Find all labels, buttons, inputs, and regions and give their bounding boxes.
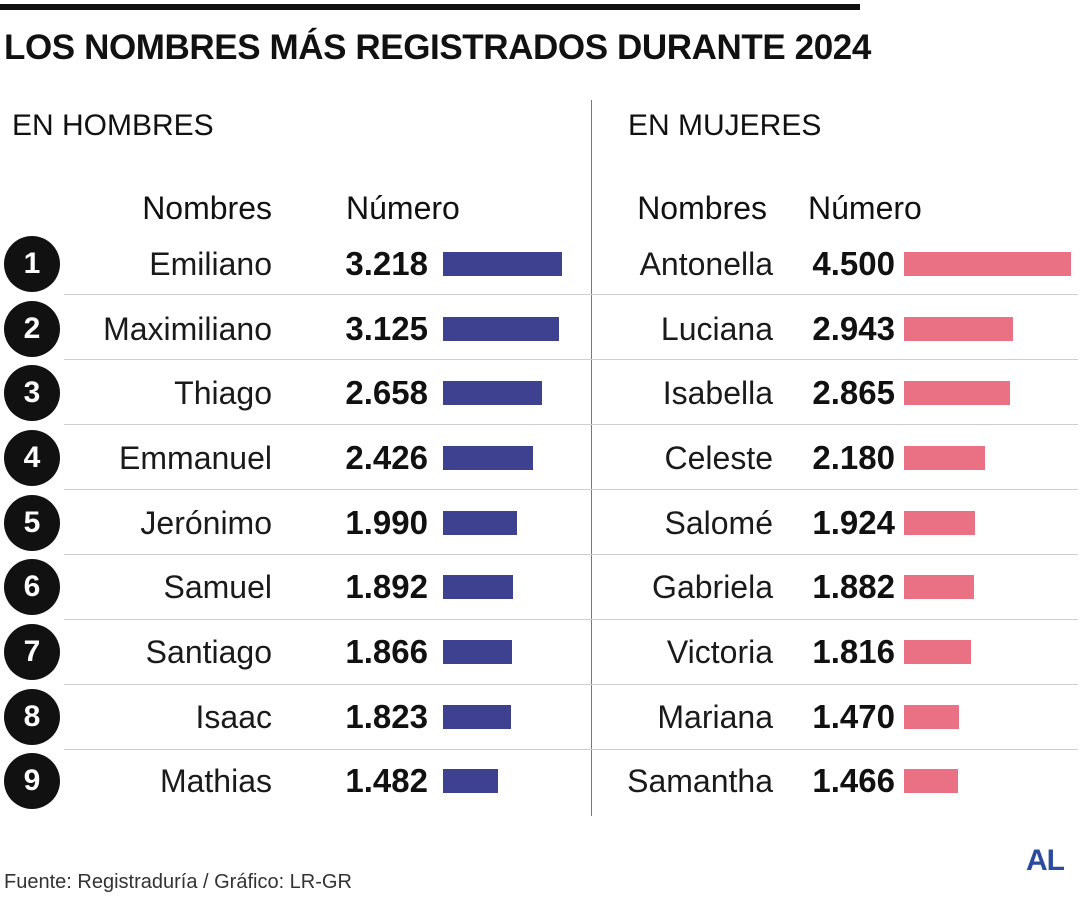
women-name-label: Mariana — [657, 698, 773, 735]
men-name-label: Emmanuel — [119, 439, 272, 476]
rank-badge: 3 — [4, 365, 60, 422]
men-bar — [443, 316, 559, 341]
men-name-label: Mathias — [159, 763, 272, 800]
row-divider — [64, 684, 1078, 685]
men-name-label: Jerónimo — [140, 504, 272, 541]
women-name-label: Victoria — [666, 633, 773, 670]
men-value-label: 2.658 — [345, 374, 428, 412]
women-name-label: Samantha — [627, 763, 773, 800]
column-divider — [591, 100, 592, 816]
row-divider — [64, 619, 1078, 620]
rank-badge: 4 — [4, 429, 60, 486]
row-divider — [64, 359, 1078, 360]
women-value-label: 2.865 — [812, 374, 895, 412]
rank-badge: 5 — [4, 494, 60, 551]
women-names-header: Nombres — [637, 190, 767, 226]
page-title: LOS NOMBRES MÁS REGISTRADOS DURANTE 2024 — [4, 28, 871, 67]
section-title-women: EN MUJERES — [628, 109, 822, 142]
women-bar — [904, 381, 1011, 406]
women-value-label: 2.943 — [812, 309, 895, 347]
women-value-label: 1.924 — [812, 503, 895, 541]
rank-badge: 6 — [4, 559, 60, 616]
women-name-label: Isabella — [662, 375, 773, 412]
men-bar — [443, 252, 563, 276]
men-bar — [443, 445, 534, 470]
men-value-label: 1.892 — [345, 568, 428, 606]
men-name-label: Santiago — [145, 633, 272, 670]
women-value-label: 1.470 — [812, 697, 895, 735]
men-value-label: 1.482 — [345, 762, 428, 800]
women-value-label: 1.816 — [812, 632, 895, 670]
women-value-label: 1.466 — [812, 762, 895, 800]
rank-badge: 9 — [4, 753, 60, 810]
row-divider — [64, 554, 1078, 555]
row-divider — [64, 424, 1078, 425]
women-bar — [904, 316, 1014, 341]
women-name-label: Salomé — [664, 504, 774, 541]
women-bar — [904, 575, 974, 600]
men-names-header: Nombres — [142, 190, 272, 226]
men-name-label: Thiago — [174, 375, 272, 412]
women-bar — [904, 252, 1071, 276]
women-bar — [904, 510, 976, 535]
women-bar — [904, 445, 985, 470]
row-divider — [64, 294, 1078, 295]
men-bar — [443, 575, 514, 600]
men-name-label: Maximiliano — [103, 310, 272, 347]
men-value-label: 2.426 — [345, 438, 428, 476]
men-name-label: Samuel — [163, 569, 273, 606]
section-title-men: EN HOMBRES — [12, 109, 214, 142]
row-divider — [64, 489, 1078, 490]
men-value-label: 1.866 — [345, 632, 428, 670]
women-name-label: Luciana — [660, 310, 773, 347]
men-value-label: 1.823 — [345, 697, 428, 735]
men-bar — [443, 639, 513, 664]
women-bar — [904, 639, 972, 664]
women-value-label: 2.180 — [812, 438, 895, 476]
women-bar — [904, 704, 959, 729]
rank-badge: 7 — [4, 623, 60, 680]
women-number-header: Número — [808, 190, 922, 226]
men-bar — [443, 769, 498, 794]
women-name-label: Antonella — [639, 246, 773, 282]
women-name-label: Gabriela — [652, 569, 773, 606]
men-value-label: 3.218 — [345, 245, 428, 282]
rank-badge: 2 — [4, 300, 60, 357]
men-value-label: 1.990 — [345, 503, 428, 541]
row-divider — [64, 749, 1078, 750]
men-value-label: 3.125 — [345, 309, 428, 347]
men-name-label: Isaac — [195, 698, 272, 735]
footer-source: Fuente: Registraduría / Gráfico: LR-GR — [4, 871, 352, 893]
rank-badge: 8 — [4, 688, 60, 745]
women-value-label: 1.882 — [812, 568, 895, 606]
men-bar — [443, 704, 511, 729]
women-value-label: 4.500 — [812, 245, 895, 282]
brand-logo: AL — [1026, 844, 1065, 877]
men-name-label: Emiliano — [149, 246, 272, 282]
rank-badge: 1 — [4, 236, 60, 292]
men-bar — [443, 510, 517, 535]
women-name-label: Celeste — [664, 439, 774, 476]
men-number-header: Número — [346, 190, 460, 226]
top-rule — [0, 4, 860, 10]
women-bar — [904, 769, 959, 794]
men-bar — [443, 381, 542, 406]
